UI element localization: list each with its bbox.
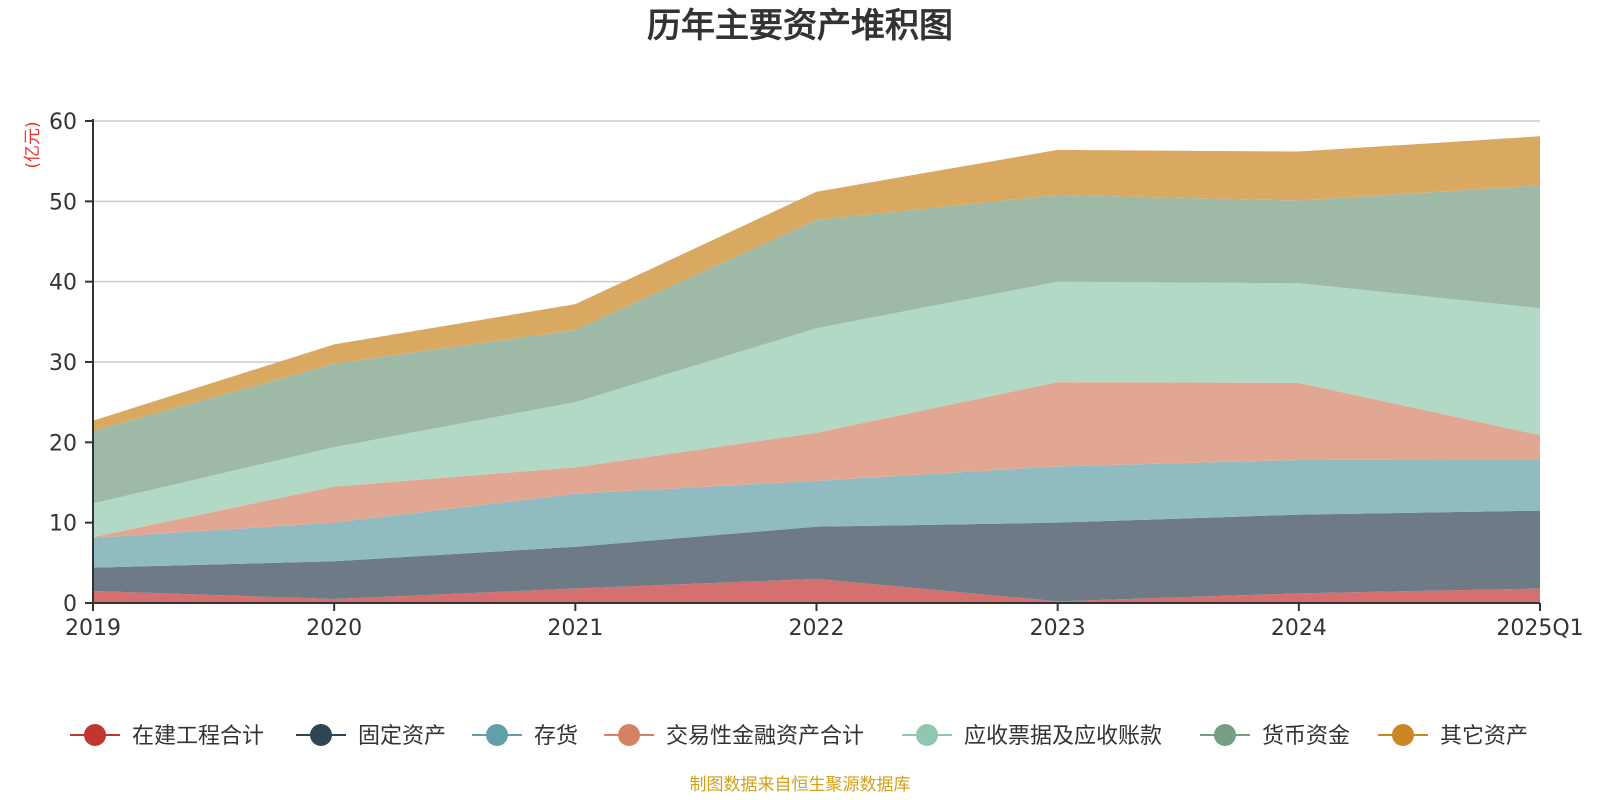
x-tick-label: 2021 bbox=[547, 616, 603, 641]
legend-label: 交易性金融资产合计 bbox=[666, 724, 864, 749]
area-5 bbox=[93, 281, 1540, 538]
legend[interactable]: 在建工程合计 固定资产 存货 交易性金融资产合计 应收票据及应收账款 货币资金 其它资产 bbox=[70, 724, 1528, 749]
y-tick-label: 40 bbox=[49, 271, 77, 296]
x-tick-label: 2019 bbox=[65, 616, 121, 641]
x-tick-label: 2024 bbox=[1271, 616, 1327, 641]
y-tick-label: 20 bbox=[49, 431, 77, 456]
y-tick-label: 30 bbox=[49, 351, 77, 376]
x-tick-label: 2025Q1 bbox=[1496, 616, 1583, 641]
legend-marker bbox=[1392, 724, 1414, 746]
y-axis-unit: (亿元) bbox=[23, 121, 43, 168]
legend-label: 应收票据及应收账款 bbox=[964, 724, 1162, 749]
x-tick-label: 2022 bbox=[789, 616, 845, 641]
legend-label: 货币资金 bbox=[1262, 724, 1350, 749]
legend-label: 其它资产 bbox=[1440, 724, 1528, 749]
y-tick-labels: 0 10 20 30 40 50 60 bbox=[49, 110, 77, 617]
area-6 bbox=[93, 185, 1540, 504]
legend-marker bbox=[84, 724, 106, 746]
legend-item[interactable]: 应收票据及应收账款 bbox=[902, 724, 1162, 749]
legend-label: 在建工程合计 bbox=[132, 724, 264, 749]
legend-item[interactable]: 在建工程合计 bbox=[70, 724, 264, 749]
area-2 bbox=[93, 510, 1540, 602]
y-tick-label: 0 bbox=[63, 592, 77, 617]
x-tick-labels: 2019 2020 2021 2022 2023 2024 2025Q1 bbox=[65, 616, 1584, 641]
legend-marker bbox=[310, 724, 332, 746]
y-tick-label: 10 bbox=[49, 512, 77, 537]
chart-title: 历年主要资产堆积图 bbox=[647, 6, 953, 46]
legend-marker bbox=[486, 724, 508, 746]
legend-label: 固定资产 bbox=[358, 724, 446, 749]
legend-marker bbox=[618, 724, 640, 746]
legend-item[interactable]: 固定资产 bbox=[296, 724, 446, 749]
legend-label: 存货 bbox=[534, 724, 578, 749]
x-tick-label: 2023 bbox=[1030, 616, 1086, 641]
area-3 bbox=[93, 459, 1540, 568]
legend-item[interactable]: 存货 bbox=[472, 724, 578, 749]
legend-marker bbox=[916, 724, 938, 746]
area-1 bbox=[93, 578, 1540, 603]
axes bbox=[85, 119, 1541, 611]
source-note: 制图数据来自恒生聚源数据库 bbox=[690, 775, 911, 795]
legend-item[interactable]: 交易性金融资产合计 bbox=[604, 724, 864, 749]
x-tick-label: 2020 bbox=[306, 616, 362, 641]
legend-item[interactable]: 货币资金 bbox=[1200, 724, 1350, 749]
y-tick-label: 50 bbox=[49, 190, 77, 215]
legend-marker bbox=[1214, 724, 1236, 746]
area-7 bbox=[93, 136, 1540, 432]
legend-item[interactable]: 其它资产 bbox=[1378, 724, 1528, 749]
area-series bbox=[93, 136, 1540, 603]
y-tick-label: 60 bbox=[49, 110, 77, 135]
area-4 bbox=[93, 382, 1540, 538]
